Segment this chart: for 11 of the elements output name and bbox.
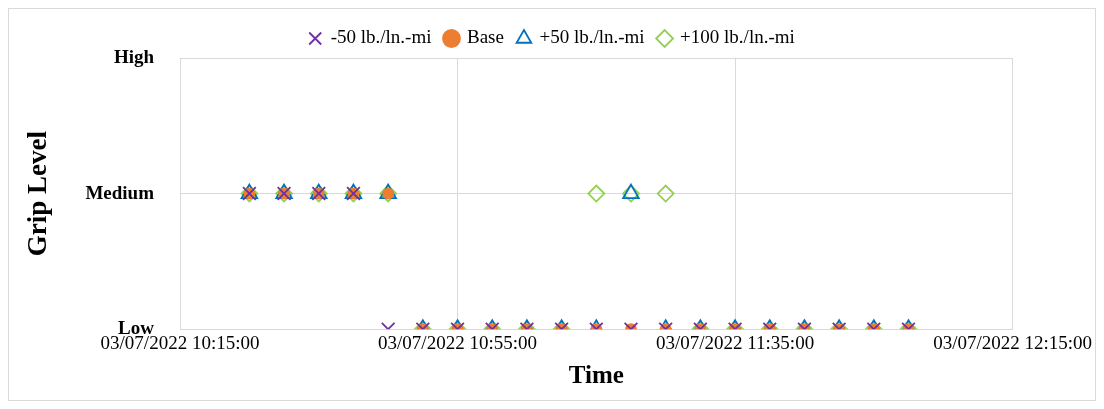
x-axis-title: Time — [568, 361, 624, 389]
x-tick-label: 03/07/2022 12:15:00 — [933, 331, 1092, 353]
x-tick-label: 03/07/2022 11:35:00 — [655, 331, 815, 353]
legend-label: +100 lb./ln.-mi — [680, 26, 795, 48]
x-tick-label: 03/07/2022 10:55:00 — [378, 331, 537, 353]
legend-label: -50 lb./ln.-mi — [330, 26, 432, 48]
category-label: High — [113, 45, 155, 67]
category-label: Medium — [85, 181, 155, 203]
legend-label: Base — [467, 26, 504, 48]
legend-label: +50 lb./ln.-mi — [539, 26, 645, 48]
y-axis-title: Grip Level — [22, 130, 53, 257]
